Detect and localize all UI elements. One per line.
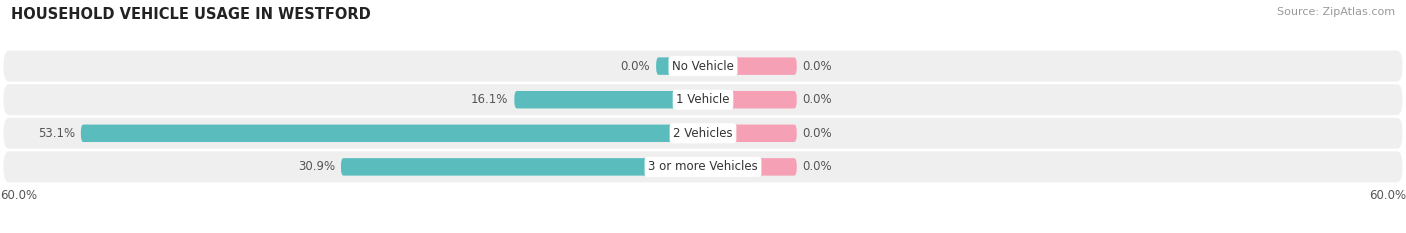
Text: 0.0%: 0.0% bbox=[620, 60, 650, 73]
FancyBboxPatch shape bbox=[3, 151, 1403, 182]
FancyBboxPatch shape bbox=[657, 57, 703, 75]
Text: 0.0%: 0.0% bbox=[803, 93, 832, 106]
Text: 1 Vehicle: 1 Vehicle bbox=[676, 93, 730, 106]
FancyBboxPatch shape bbox=[703, 91, 797, 108]
Text: 0.0%: 0.0% bbox=[803, 160, 832, 173]
FancyBboxPatch shape bbox=[515, 91, 703, 108]
Text: 0.0%: 0.0% bbox=[803, 60, 832, 73]
Text: 30.9%: 30.9% bbox=[298, 160, 335, 173]
Text: HOUSEHOLD VEHICLE USAGE IN WESTFORD: HOUSEHOLD VEHICLE USAGE IN WESTFORD bbox=[11, 7, 371, 22]
Text: 60.0%: 60.0% bbox=[0, 189, 37, 202]
FancyBboxPatch shape bbox=[3, 118, 1403, 149]
FancyBboxPatch shape bbox=[82, 125, 703, 142]
Text: 16.1%: 16.1% bbox=[471, 93, 509, 106]
FancyBboxPatch shape bbox=[3, 84, 1403, 115]
FancyBboxPatch shape bbox=[3, 51, 1403, 82]
Text: 0.0%: 0.0% bbox=[803, 127, 832, 140]
FancyBboxPatch shape bbox=[342, 158, 703, 176]
Text: 3 or more Vehicles: 3 or more Vehicles bbox=[648, 160, 758, 173]
Text: 60.0%: 60.0% bbox=[1369, 189, 1406, 202]
Text: No Vehicle: No Vehicle bbox=[672, 60, 734, 73]
FancyBboxPatch shape bbox=[703, 158, 797, 176]
Text: 2 Vehicles: 2 Vehicles bbox=[673, 127, 733, 140]
FancyBboxPatch shape bbox=[703, 57, 797, 75]
Text: 53.1%: 53.1% bbox=[38, 127, 75, 140]
Text: Source: ZipAtlas.com: Source: ZipAtlas.com bbox=[1277, 7, 1395, 17]
FancyBboxPatch shape bbox=[703, 125, 797, 142]
